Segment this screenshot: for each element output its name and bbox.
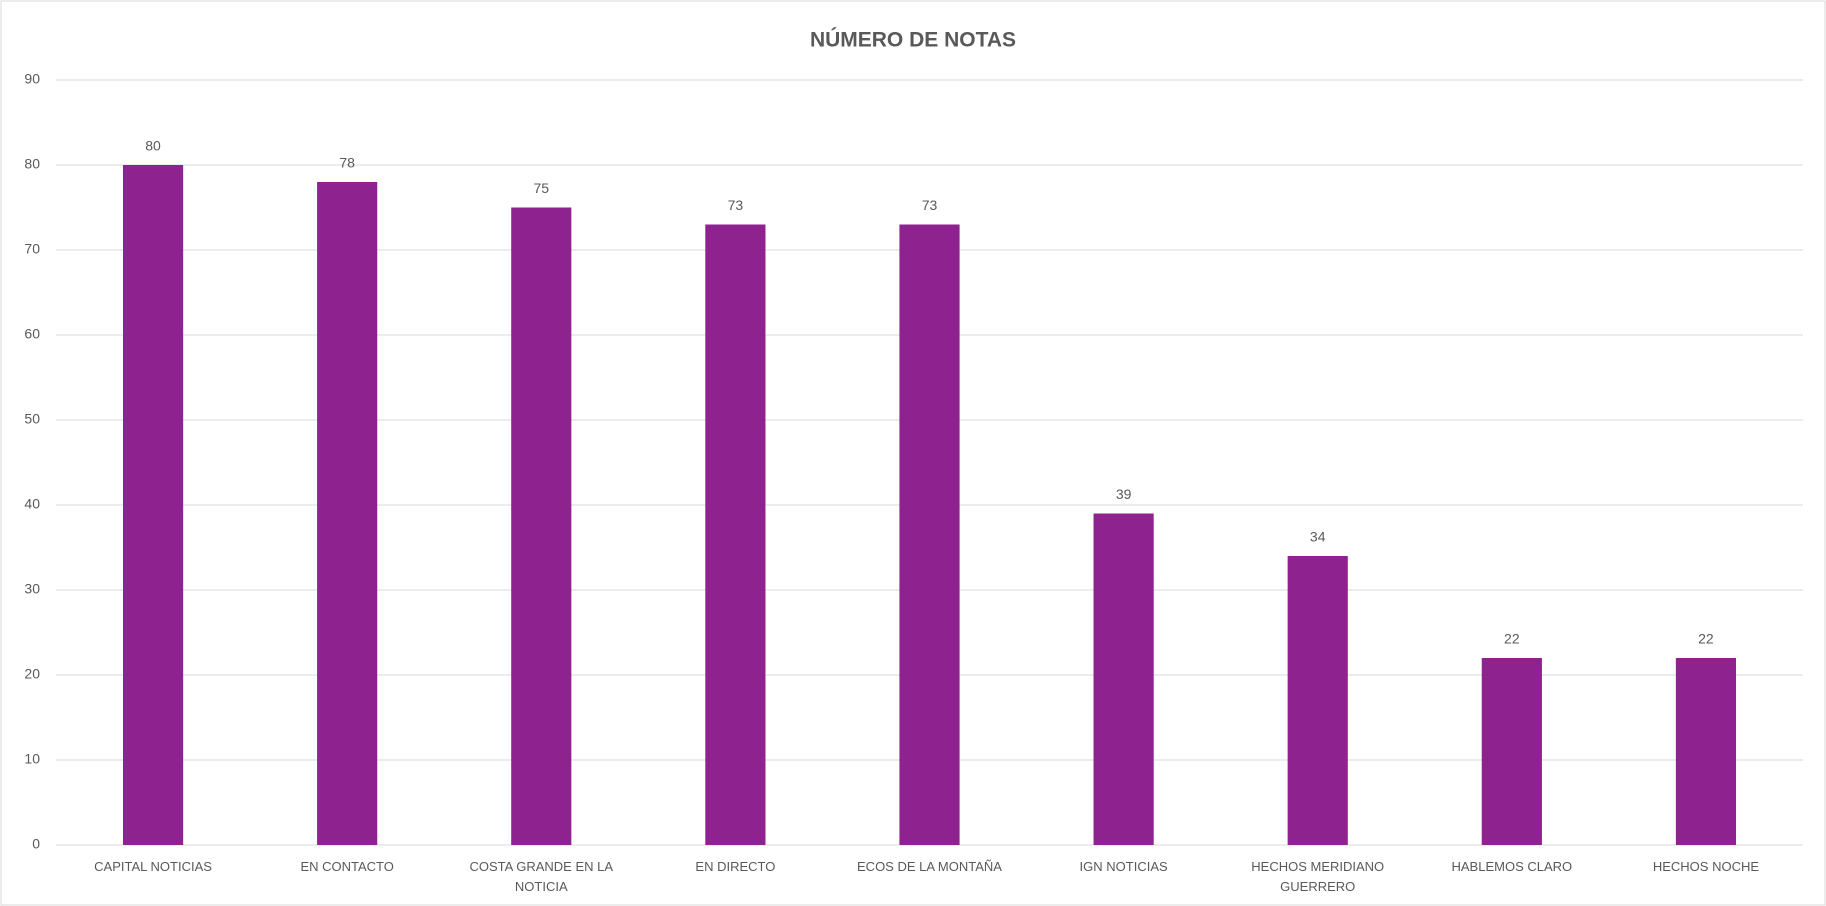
data-label: 22 bbox=[1504, 631, 1520, 647]
bar bbox=[317, 182, 378, 845]
y-tick-label: 0 bbox=[32, 836, 40, 852]
data-label: 75 bbox=[533, 180, 549, 196]
y-tick-label: 30 bbox=[24, 581, 40, 597]
bar bbox=[1675, 658, 1737, 845]
x-tick-label: IGN NOTICIAS bbox=[1079, 859, 1168, 874]
y-tick-label: 50 bbox=[24, 411, 40, 427]
y-tick-label: 10 bbox=[24, 751, 40, 767]
bar bbox=[705, 224, 766, 845]
y-tick-label: 40 bbox=[24, 496, 40, 512]
x-tick-label: HECHOS NOCHE bbox=[1652, 859, 1760, 874]
y-tick-label: 90 bbox=[24, 71, 40, 87]
y-tick-label: 20 bbox=[24, 666, 40, 682]
x-tick-label: EN DIRECTO bbox=[695, 859, 776, 874]
x-tick-label: HECHOS MERIDIANO GUERRERO bbox=[1251, 859, 1385, 894]
x-tick-label: ECOS DE LA MONTAÑA bbox=[857, 859, 1002, 874]
bar bbox=[1093, 513, 1154, 845]
x-tick-label: EN CONTACTO bbox=[300, 859, 394, 874]
y-tick-label: 60 bbox=[24, 326, 40, 342]
x-tick-label: CAPITAL NOTICIAS bbox=[94, 859, 212, 874]
bar bbox=[1287, 556, 1348, 845]
data-label: 73 bbox=[728, 197, 744, 213]
data-label: 39 bbox=[1116, 486, 1132, 502]
x-tick-label: HABLEMOS CLARO bbox=[1451, 859, 1573, 874]
y-tick-label: 70 bbox=[24, 241, 40, 257]
y-tick-label: 80 bbox=[24, 156, 40, 172]
bar bbox=[899, 224, 960, 845]
bar bbox=[1481, 658, 1542, 845]
data-label: 22 bbox=[1698, 631, 1714, 647]
bar bbox=[511, 207, 572, 845]
data-label: 73 bbox=[922, 197, 938, 213]
bar bbox=[122, 165, 184, 845]
data-label: 34 bbox=[1310, 529, 1326, 545]
data-label: 78 bbox=[339, 155, 355, 171]
x-tick-label: COSTA GRANDE EN LA NOTICIA bbox=[469, 859, 614, 894]
data-label: 80 bbox=[145, 138, 161, 154]
chart-title: NÚMERO DE NOTAS bbox=[810, 28, 1016, 52]
